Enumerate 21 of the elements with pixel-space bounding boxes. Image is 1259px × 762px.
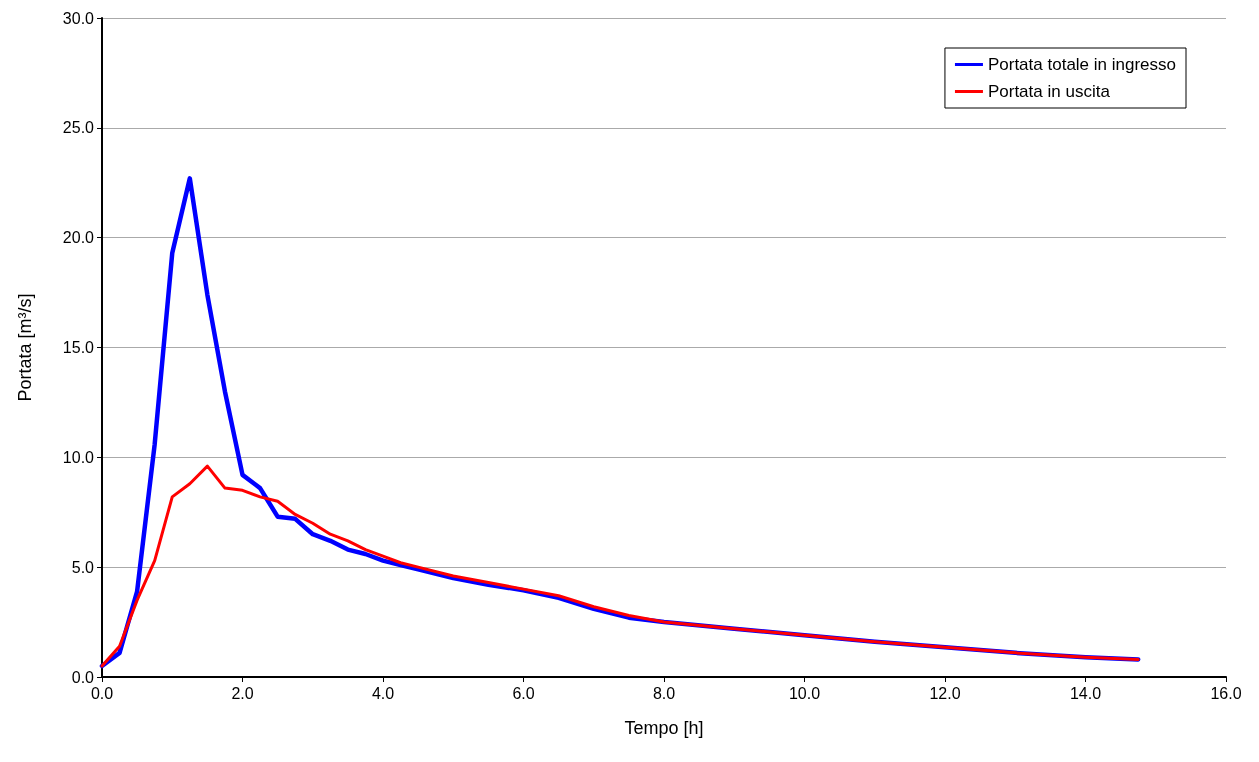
x-tick-label: 8.0 [652, 684, 676, 702]
legend-label: Portata totale in ingresso [987, 55, 1177, 74]
x-tick-label: 10.0 [788, 684, 821, 702]
y-tick-label: 30.0 [62, 9, 95, 27]
x-tick-label: 16.0 [1210, 684, 1242, 702]
y-tick-label: 20.0 [62, 229, 95, 247]
legend-label: Portata in uscita [987, 82, 1111, 101]
x-tick-label: 2.0 [231, 684, 254, 702]
x-tick-label: 4.0 [371, 684, 395, 702]
y-tick-label: 15.0 [62, 339, 95, 356]
y-tick-label: 10.0 [62, 448, 95, 466]
x-tick-label: 6.0 [512, 684, 535, 702]
y-axis-title: Portata [m³/s] [15, 293, 35, 402]
x-tick-label: 14.0 [1069, 684, 1102, 702]
x-tick-label: 12.0 [929, 684, 961, 702]
line-series [100, 464, 1140, 668]
y-tick-label: 25.0 [62, 119, 95, 137]
y-tick-label: 0.0 [71, 668, 95, 686]
x-tick-label: 0.0 [90, 684, 114, 702]
x-axis-title: Tempo [h] [624, 718, 704, 738]
y-tick-label: 5.0 [71, 558, 95, 576]
